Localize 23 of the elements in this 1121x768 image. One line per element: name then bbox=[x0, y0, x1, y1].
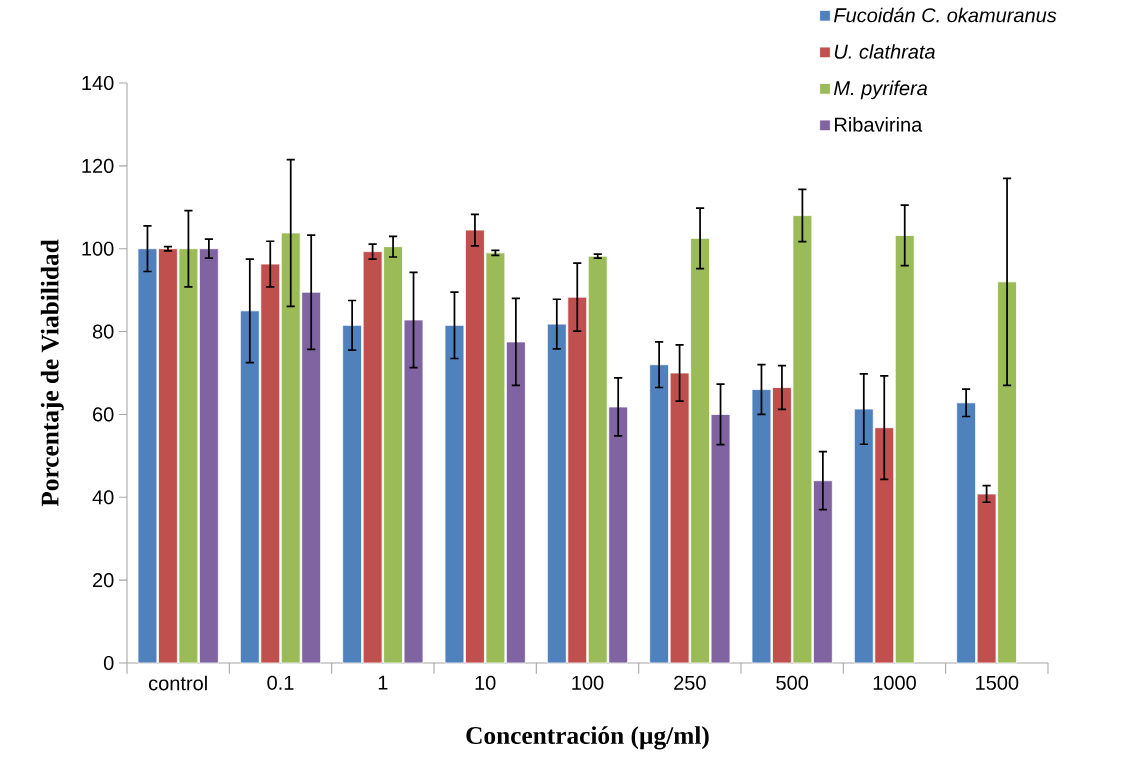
x-tick-label: 1000 bbox=[873, 675, 916, 690]
y-axis-title: Porcentaje de Viabilidad bbox=[40, 239, 64, 507]
y-tick-label: 120 bbox=[82, 158, 114, 173]
y-tick-label: 80 bbox=[92, 324, 114, 339]
x-tick-label: 1 bbox=[378, 675, 388, 690]
legend-label: U. clathrata bbox=[834, 44, 935, 59]
x-tick-label: 100 bbox=[572, 675, 604, 690]
legend-label: Ribavirina bbox=[835, 117, 923, 132]
y-tick-label: 40 bbox=[92, 490, 114, 505]
x-tick-label: 1500 bbox=[976, 675, 1019, 690]
x-tick-label: 500 bbox=[776, 675, 809, 690]
legend-label: Fucoidán C. okamuranus bbox=[833, 7, 1057, 23]
y-tick-label: 60 bbox=[93, 407, 114, 422]
y-tick-label: 0 bbox=[103, 655, 114, 671]
x-tick-label: 10 bbox=[475, 675, 496, 690]
x-axis-title: Concentración (µg/ml) bbox=[466, 726, 709, 750]
x-tick-label: 250 bbox=[674, 675, 706, 690]
x-tick-label: 0.1 bbox=[267, 675, 294, 690]
y-tick-label: 140 bbox=[82, 75, 114, 91]
y-tick-label: 20 bbox=[93, 573, 114, 588]
x-tick-label: control bbox=[149, 675, 207, 691]
y-tick-label: 100 bbox=[82, 241, 114, 256]
legend-label: M. pyrifera bbox=[833, 80, 928, 100]
